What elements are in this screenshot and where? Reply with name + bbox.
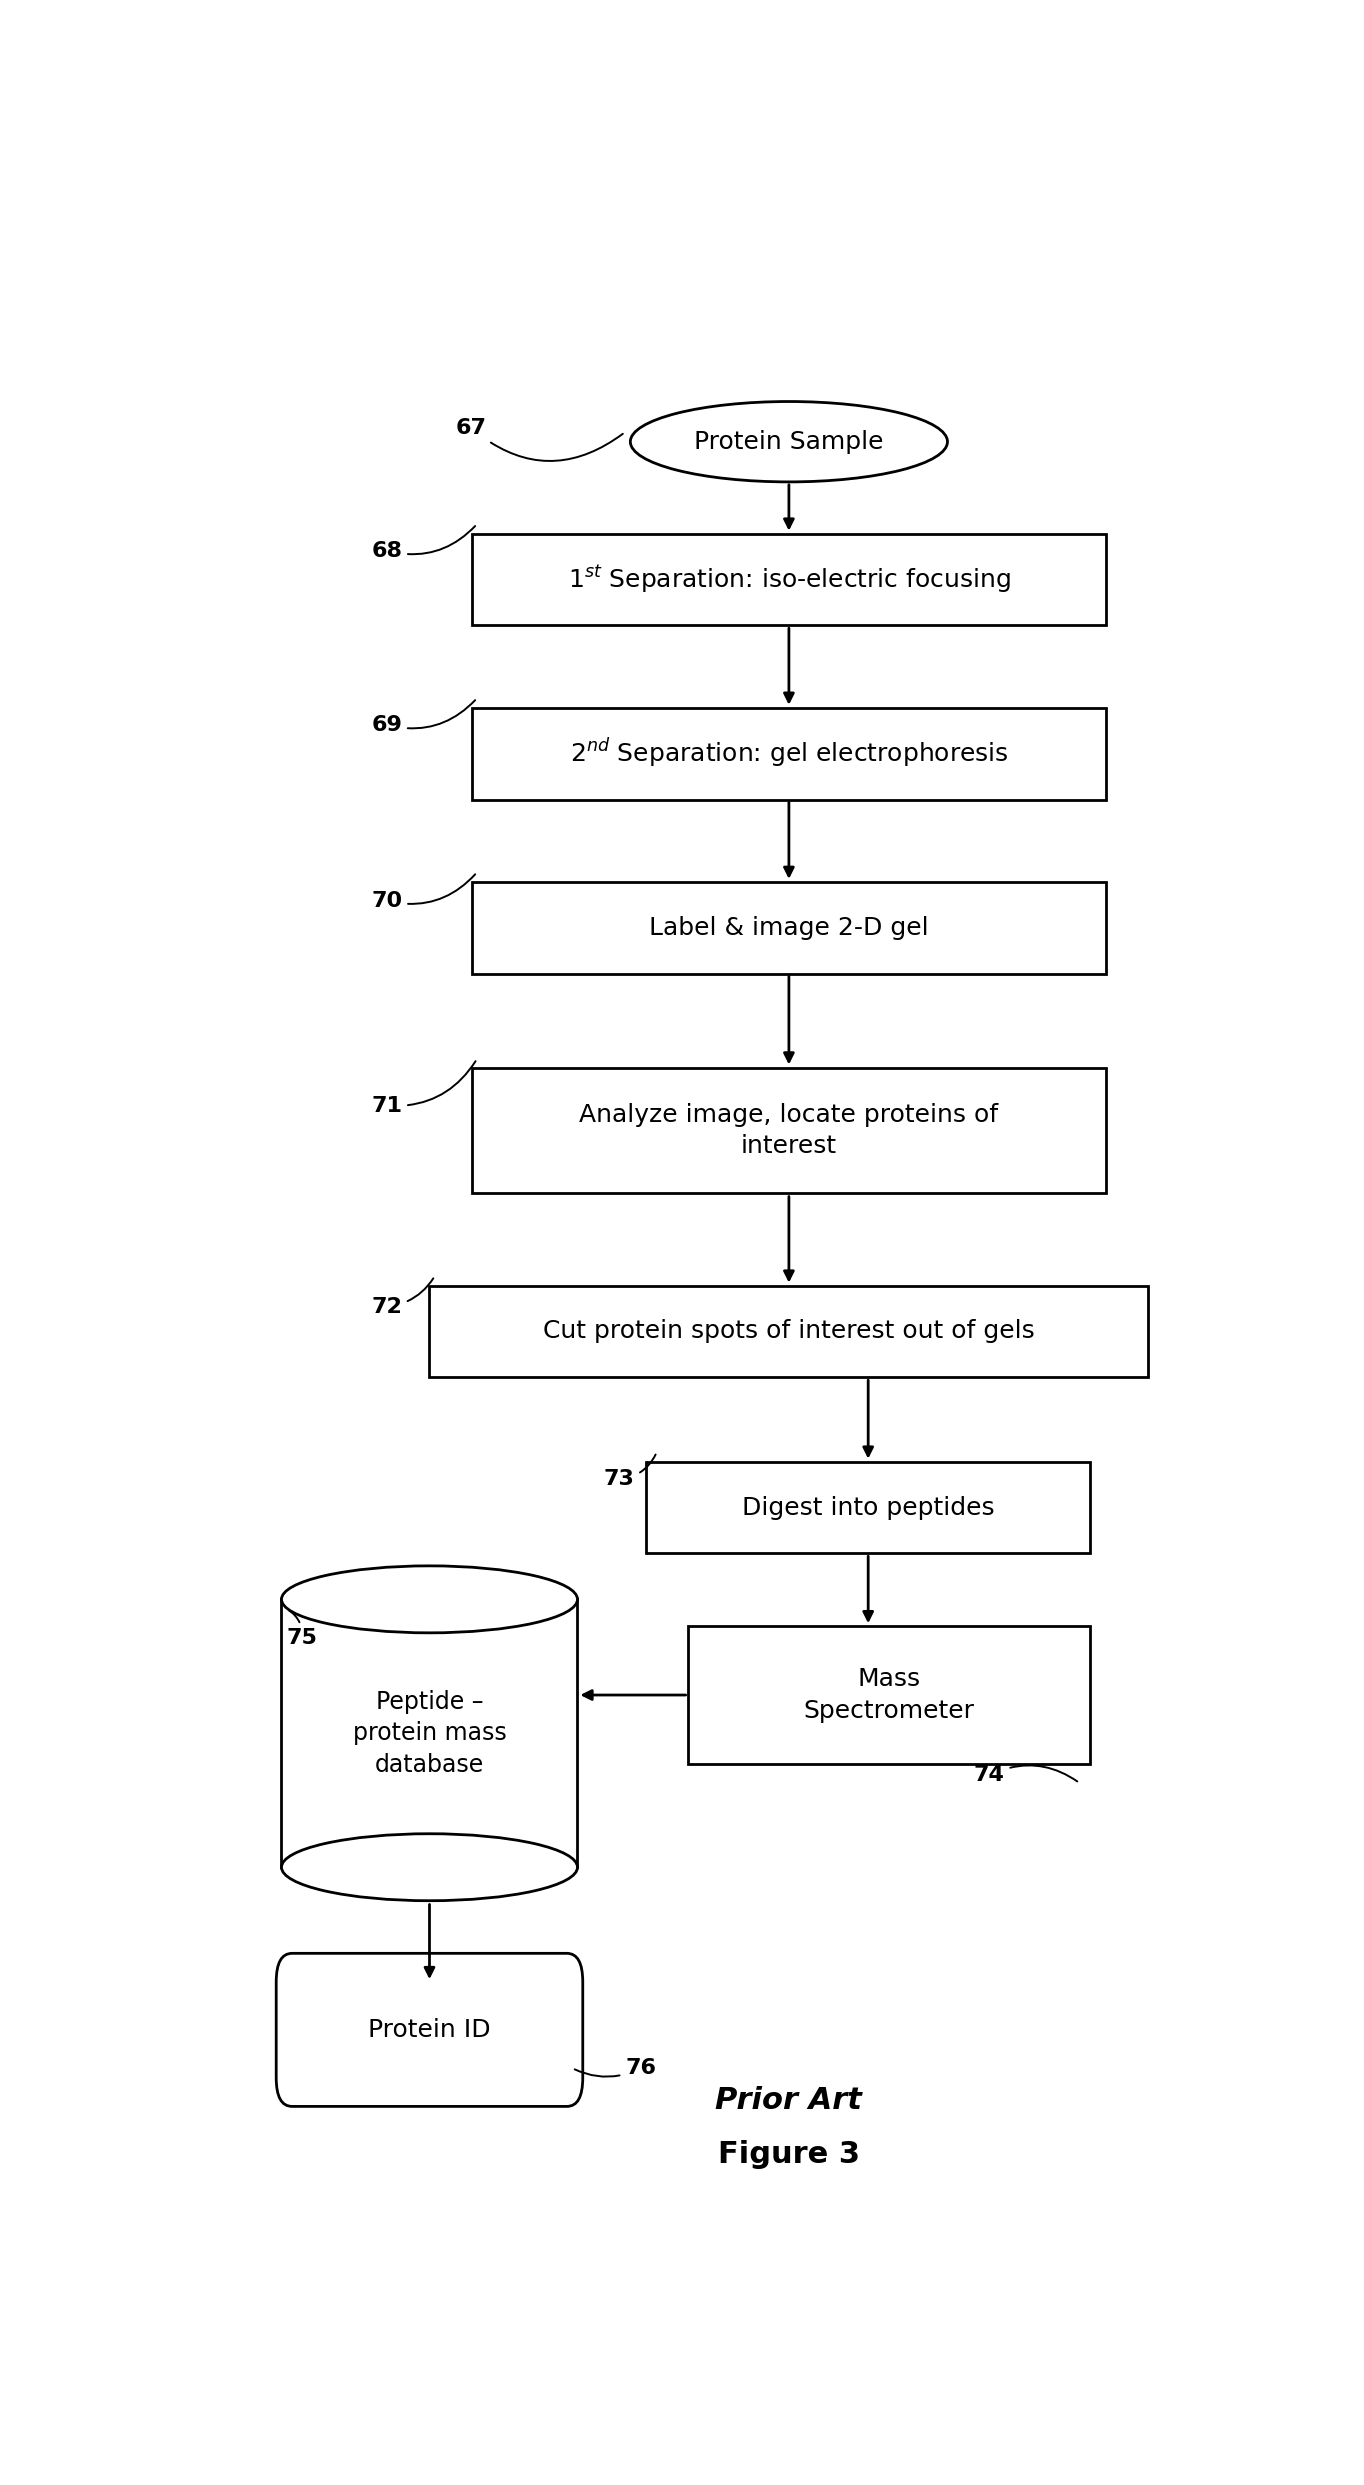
Bar: [472, 882, 1106, 974]
Text: 71: 71: [371, 1061, 476, 1116]
Text: Peptide –
protein mass
database: Peptide – protein mass database: [353, 1690, 506, 1777]
Text: 68: 68: [371, 527, 475, 562]
Text: 72: 72: [371, 1277, 434, 1317]
Bar: [472, 1069, 1106, 1193]
Bar: [430, 1285, 1148, 1377]
Bar: [281, 1600, 577, 1866]
Bar: [689, 1625, 1090, 1764]
FancyBboxPatch shape: [276, 1953, 582, 2107]
Text: Mass
Spectrometer: Mass Spectrometer: [803, 1667, 975, 1722]
Text: Analyze image, locate proteins of
interest: Analyze image, locate proteins of intere…: [580, 1103, 998, 1158]
Ellipse shape: [630, 403, 948, 482]
Text: 76: 76: [574, 2058, 656, 2077]
Text: 70: 70: [371, 875, 475, 912]
Text: Digest into peptides: Digest into peptides: [742, 1496, 994, 1518]
Bar: [472, 708, 1106, 800]
Text: Protein Sample: Protein Sample: [694, 430, 884, 455]
Ellipse shape: [281, 1834, 577, 1901]
Text: 74: 74: [974, 1764, 1078, 1784]
Text: $1^{st}$ Separation: iso-electric focusing: $1^{st}$ Separation: iso-electric focusi…: [567, 564, 1011, 596]
Text: Label & image 2-D gel: Label & image 2-D gel: [649, 917, 929, 939]
Bar: [647, 1461, 1090, 1553]
Text: 69: 69: [371, 701, 475, 736]
Ellipse shape: [281, 1566, 577, 1633]
Text: $2^{nd}$ Separation: gel electrophoresis: $2^{nd}$ Separation: gel electrophoresis: [570, 738, 1008, 770]
Text: Prior Art: Prior Art: [716, 2087, 862, 2115]
Bar: [472, 534, 1106, 626]
Text: 67: 67: [456, 417, 623, 462]
Text: 75: 75: [286, 1610, 318, 1648]
Text: Figure 3: Figure 3: [717, 2140, 859, 2169]
Text: 73: 73: [604, 1454, 656, 1489]
Text: Protein ID: Protein ID: [368, 2018, 491, 2043]
Text: Cut protein spots of interest out of gels: Cut protein spots of interest out of gel…: [543, 1320, 1035, 1344]
